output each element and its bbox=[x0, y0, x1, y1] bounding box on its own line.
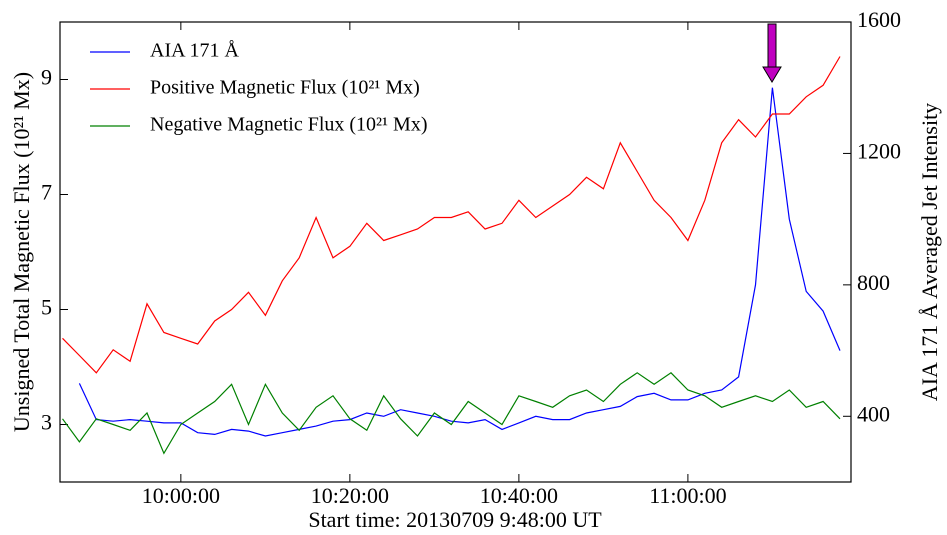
plot-frame bbox=[59, 21, 852, 483]
series-line bbox=[78, 87, 841, 437]
y-tick-label: 5 bbox=[41, 295, 52, 320]
legend-label: Negative Magnetic Flux (10²¹ Mx) bbox=[150, 114, 428, 136]
y-axis-label: Unsigned Total Magnetic Flux (10²¹ Mx) bbox=[9, 72, 34, 432]
x-axis-label: Start time: 20130709 9:48:00 UT bbox=[308, 507, 602, 532]
arrow bbox=[762, 23, 782, 83]
y2-tick-label: 400 bbox=[857, 401, 890, 426]
y2-axis-label: AIA 171 Å Averaged Jet Intensity bbox=[917, 103, 942, 401]
series-line bbox=[62, 372, 841, 455]
y2-tick-label: 1200 bbox=[857, 138, 901, 163]
arrow-shaft bbox=[767, 23, 777, 69]
arrow-head bbox=[762, 66, 782, 83]
y2-tick-label: 1600 bbox=[857, 7, 901, 32]
series-line bbox=[62, 56, 841, 374]
legend-label: Positive Magnetic Flux (10²¹ Mx) bbox=[150, 77, 420, 99]
y-tick-label: 7 bbox=[41, 180, 52, 205]
x-tick-label: 11:00:00 bbox=[649, 483, 726, 508]
legend-label: AIA 171 Å bbox=[150, 40, 239, 62]
y-tick-label: 9 bbox=[41, 65, 52, 90]
y-tick-label: 3 bbox=[41, 410, 52, 435]
y2-tick-label: 800 bbox=[857, 270, 890, 295]
x-tick-label: 10:20:00 bbox=[311, 483, 389, 508]
x-tick-label: 10:40:00 bbox=[480, 483, 558, 508]
x-tick-label: 10:00:00 bbox=[142, 483, 220, 508]
